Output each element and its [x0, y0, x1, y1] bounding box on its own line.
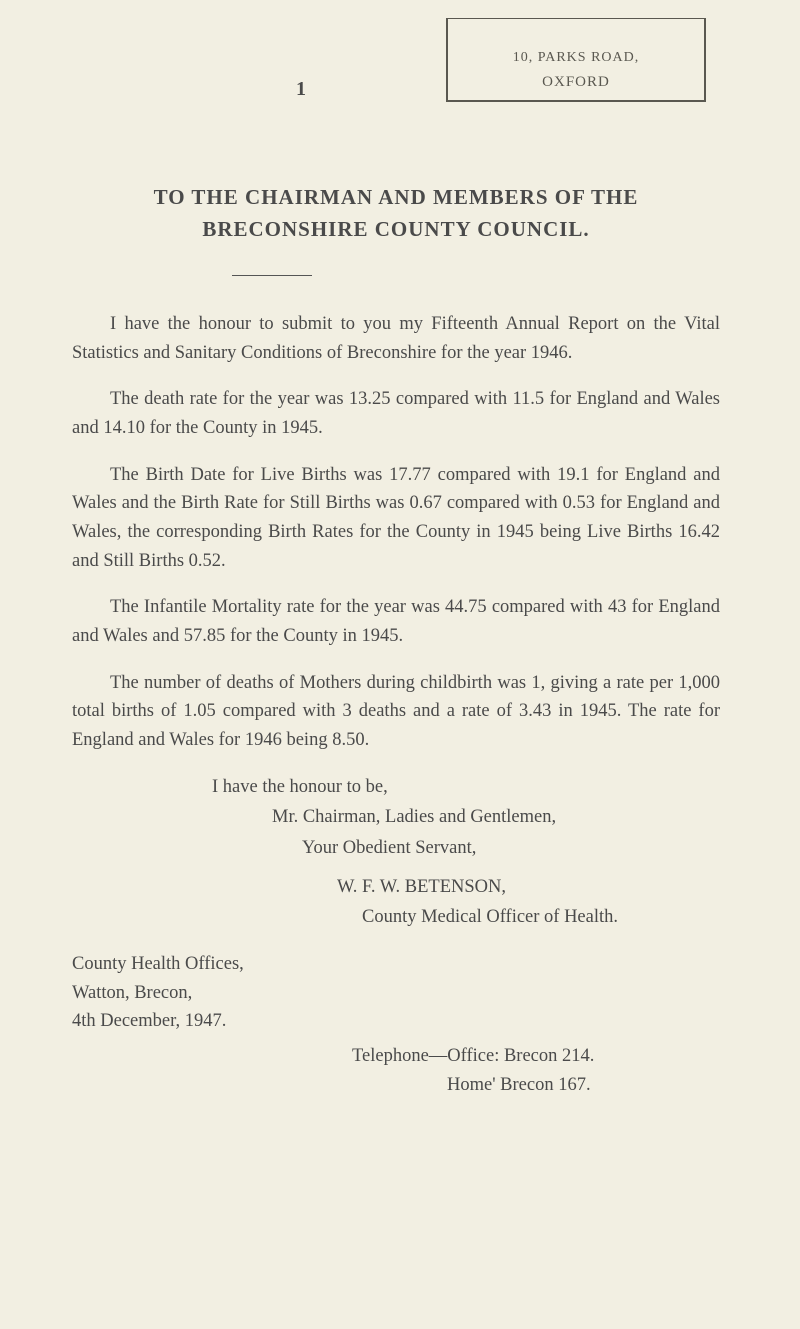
telephone-line-2: Home' Brecon 167.	[447, 1071, 720, 1100]
stamp-line-2: OXFORD	[542, 71, 610, 94]
paragraph-4: The Infantile Mortality rate for the yea…	[72, 593, 720, 650]
stamp-box: 10, PARKS ROAD, OXFORD	[446, 18, 706, 102]
closing-block: I have the honour to be, Mr. Chairman, L…	[72, 773, 720, 932]
stamp-line-1: 10, PARKS ROAD,	[513, 47, 640, 69]
signature-name: W. F. W. BETENSON,	[72, 873, 720, 902]
paragraph-2: The death rate for the year was 13.25 co…	[72, 385, 720, 442]
page-number: 1	[296, 74, 306, 105]
telephone-block: Telephone—Office: Brecon 214. Home' Brec…	[72, 1042, 720, 1099]
paragraph-1: I have the honour to submit to you my Fi…	[72, 310, 720, 367]
document-heading: TO THE CHAIRMAN AND MEMBERS OF THE BRECO…	[72, 182, 720, 245]
telephone-line-1: Telephone—Office: Brecon 214.	[352, 1042, 720, 1071]
address-line-1: County Health Offices,	[72, 950, 720, 979]
divider-rule	[232, 275, 312, 276]
address-block: County Health Offices, Watton, Brecon, 4…	[72, 950, 720, 1036]
paragraph-3: The Birth Date for Live Births was 17.77…	[72, 461, 720, 576]
signature-title: County Medical Officer of Health.	[72, 903, 720, 932]
closing-line-1: I have the honour to be,	[72, 773, 720, 802]
closing-line-3: Your Obedient Servant,	[72, 834, 720, 863]
closing-line-2: Mr. Chairman, Ladies and Gentlemen,	[72, 803, 720, 832]
document-page: 10, PARKS ROAD, OXFORD 1 TO THE CHAIRMAN…	[0, 0, 800, 1159]
address-line-2: Watton, Brecon,	[72, 979, 720, 1008]
paragraph-5: The number of deaths of Mothers during c…	[72, 669, 720, 755]
address-line-3: 4th December, 1947.	[72, 1007, 720, 1036]
